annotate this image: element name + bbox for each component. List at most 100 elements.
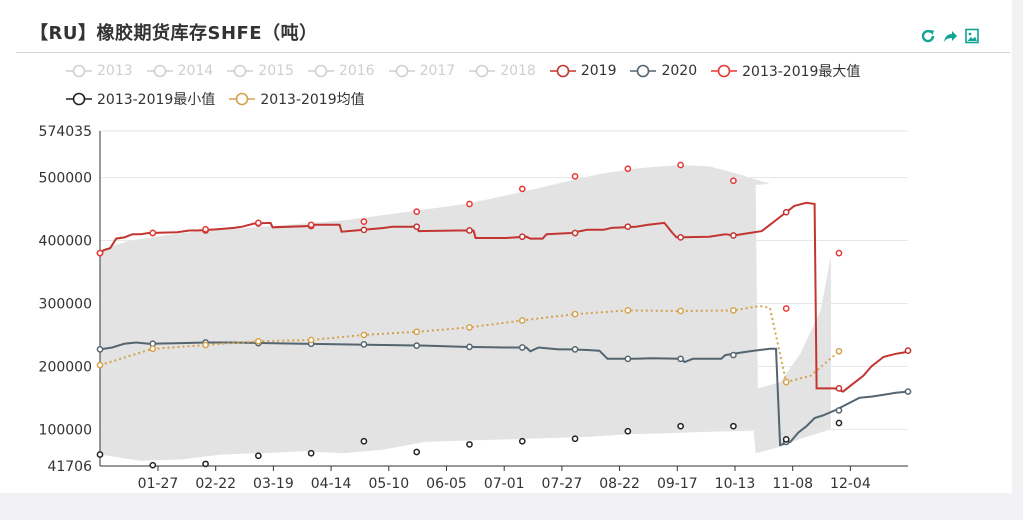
series-point-2019 <box>149 229 157 237</box>
series-point-2020 <box>413 342 421 349</box>
legend-item-2018[interactable]: 2018 <box>469 63 536 79</box>
series-point-2019 <box>466 227 473 234</box>
series-point-2013-2019- <box>96 249 104 257</box>
legend-symbol <box>388 64 415 78</box>
series-point-2013-2019- <box>835 347 843 355</box>
legend-label: 2013-2019最大值 <box>742 64 861 80</box>
series-point-2013-2019- <box>571 172 579 180</box>
series-point-2020 <box>466 343 473 351</box>
series-point-2020 <box>307 340 315 348</box>
series-point-2020 <box>677 355 684 363</box>
legend-symbol <box>549 64 576 78</box>
series-point-2013-2019- <box>360 331 368 339</box>
series-point-2019 <box>730 232 737 239</box>
legend-symbol <box>66 92 92 106</box>
series-point-2013-2019- <box>149 345 157 353</box>
x-tick-label: 10-13 <box>715 476 756 492</box>
legend-item-2019[interactable]: 2019 <box>549 63 617 79</box>
x-tick-label: 12-04 <box>830 476 871 492</box>
series-point-2013-2019- <box>149 461 157 469</box>
range-band <box>100 165 831 461</box>
series-point-2019 <box>96 249 104 257</box>
y-tick-label: 500000 <box>39 171 92 187</box>
series-point-2013-2019- <box>307 336 315 344</box>
series-point-2013-2019- <box>149 229 157 237</box>
series-point-2019 <box>835 385 843 392</box>
legend-label: 2015 <box>258 63 294 79</box>
series-point-2013-2019- <box>730 177 737 185</box>
series-point-2013-2019- <box>571 310 579 318</box>
series-point-2020 <box>730 351 737 359</box>
legend-symbol <box>146 64 173 78</box>
series-point-2019 <box>677 234 684 241</box>
series-point-2013-2019- <box>730 307 737 314</box>
legend-label: 2019 <box>580 63 617 79</box>
x-tick-label: 03-19 <box>253 476 294 492</box>
series-point-2013-2019- <box>466 441 473 448</box>
series-point-2020 <box>518 344 526 351</box>
series-point-2013-2019- <box>518 185 526 193</box>
x-tick-label: 05-10 <box>368 476 409 492</box>
legend: 2013 2014 2015 2016 2017 2018 2019 2020 2013-201… <box>66 57 996 113</box>
legend-row-1: 2013 2014 2015 2016 2017 2018 2019 2020 2013-201… <box>66 57 996 85</box>
series-point-2013-2019- <box>466 324 473 331</box>
series-point-2013-2019- <box>624 307 632 314</box>
series-point-2019 <box>571 229 579 237</box>
save-image-icon[interactable] <box>964 28 980 44</box>
series-point-2013-2019- <box>360 437 368 445</box>
legend-symbol <box>229 92 256 106</box>
series-point-2020 <box>624 355 632 363</box>
x-tick-label: 06-05 <box>426 476 467 492</box>
legend-item-2013-2019最大值[interactable]: 2013-2019最大值 <box>711 61 860 81</box>
series-point-2019 <box>782 208 790 216</box>
series-point-2013-2019- <box>677 161 684 169</box>
series-point-2013-2019- <box>782 378 790 386</box>
legend-label: 2017 <box>419 63 456 79</box>
series-point-2013-2019- <box>782 305 790 312</box>
series-point-2019 <box>904 347 912 355</box>
legend-item-2017[interactable]: 2017 <box>388 63 456 79</box>
legend-item-2013-2019均值[interactable]: 2013-2019均值 <box>229 89 365 109</box>
legend-item-2016[interactable]: 2016 <box>307 63 375 79</box>
series-point-2020 <box>782 438 790 446</box>
x-tick-label: 02-22 <box>195 476 236 492</box>
series-point-2019 <box>202 227 209 234</box>
y-tick-label: 400000 <box>39 234 92 250</box>
legend-label: 2016 <box>338 63 375 79</box>
y-tick-label: 41706 <box>47 459 92 475</box>
series-point-2020 <box>149 340 157 348</box>
x-tick-label: 07-01 <box>484 476 525 492</box>
legend-symbol <box>469 64 496 78</box>
series-point-2020 <box>835 407 843 414</box>
legend-item-2014[interactable]: 2014 <box>146 63 213 79</box>
legend-item-2013-2019最小值[interactable]: 2013-2019最小值 <box>66 89 215 109</box>
series-point-2013-2019- <box>96 451 104 458</box>
series-line-2020 <box>99 341 909 447</box>
toolbar <box>920 28 980 44</box>
refresh-icon[interactable] <box>920 28 936 44</box>
legend-label: 2013 <box>97 63 133 79</box>
series-point-2013-2019- <box>307 449 315 457</box>
x-tick-label: 01-27 <box>138 476 179 492</box>
series-point-2013-2019- <box>518 437 526 445</box>
legend-item-2015[interactable]: 2015 <box>227 63 294 79</box>
share-icon[interactable] <box>942 28 958 44</box>
legend-item-2013[interactable]: 2013 <box>66 63 133 79</box>
series-point-2013-2019- <box>677 422 684 430</box>
legend-symbol <box>307 64 334 78</box>
series-point-2013-2019- <box>782 436 790 443</box>
series-point-2019 <box>624 223 632 231</box>
legend-item-2020[interactable]: 2020 <box>630 63 697 79</box>
series-point-2013-2019- <box>466 200 473 208</box>
y-tick-label: 300000 <box>39 296 92 312</box>
series-point-2019 <box>413 223 421 231</box>
series-point-2013-2019- <box>255 219 262 227</box>
series-line-2013-2019- <box>99 304 840 384</box>
legend-symbol <box>227 64 254 78</box>
legend-symbol <box>630 64 657 78</box>
series-point-2013-2019- <box>202 341 209 349</box>
x-tick-label: 09-17 <box>657 476 698 492</box>
series-point-2013-2019- <box>360 218 368 225</box>
series-point-2013-2019- <box>571 435 579 443</box>
series-point-2020 <box>202 339 209 346</box>
